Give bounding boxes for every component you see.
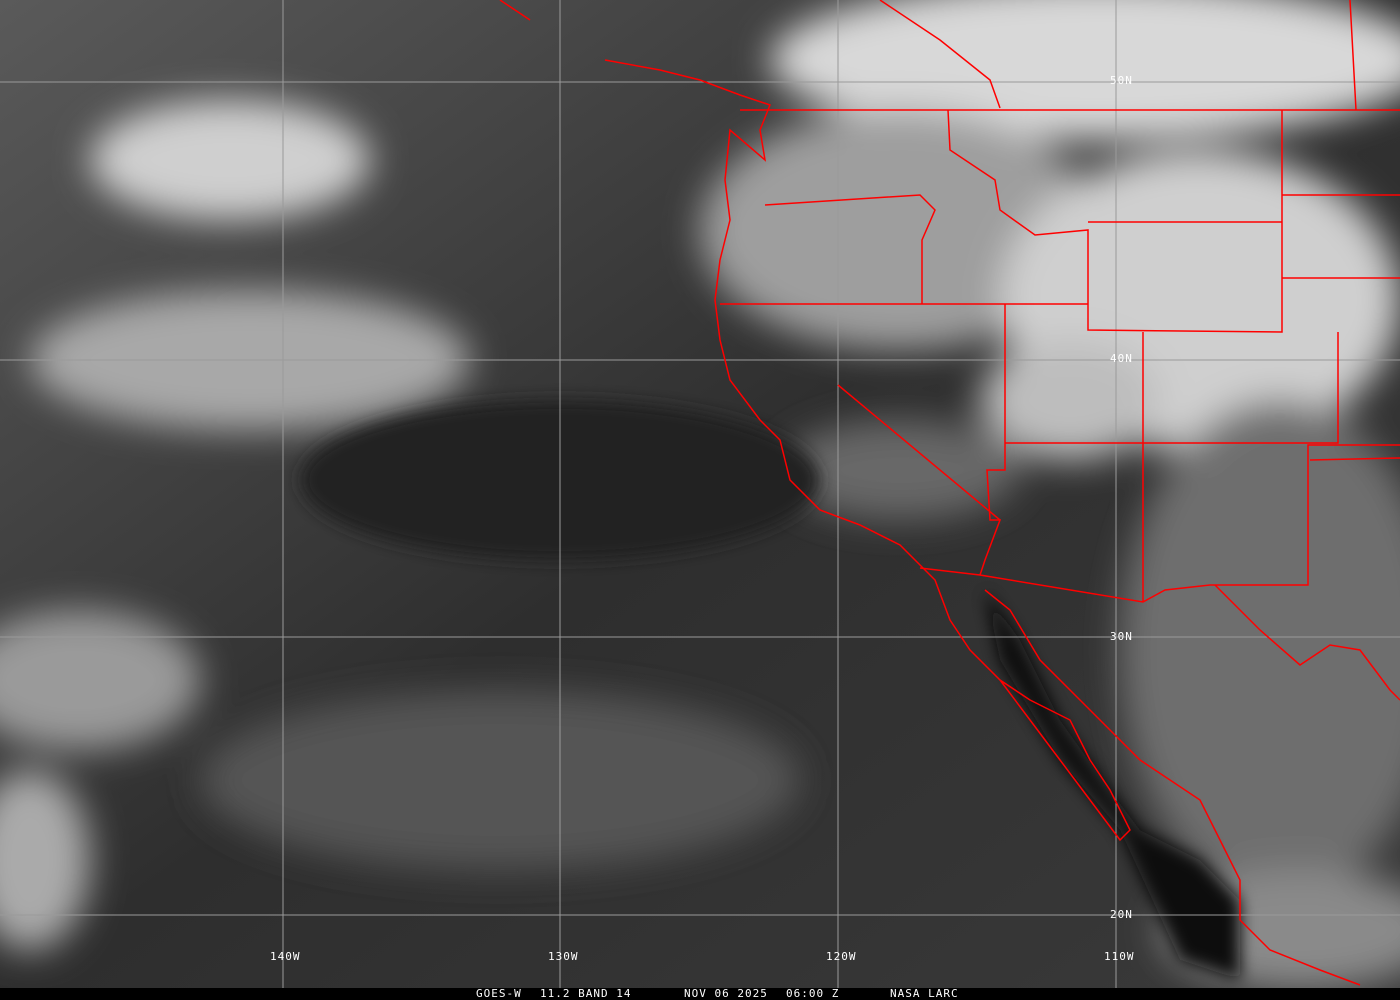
time-label: 06:00 Z (786, 987, 840, 1000)
coastline (499, 0, 1131, 842)
bc-border (879, 0, 1357, 111)
state-lines (720, 109, 1400, 603)
lat-label-50n: 50N (1110, 74, 1133, 87)
lon-label-130w: 130W (548, 950, 579, 963)
lon-label-120w: 120W (826, 950, 857, 963)
mexico-gulf-coast (1214, 584, 1400, 701)
date-label: NOV 06 2025 (684, 987, 768, 1000)
mainland-mexico-coast (984, 589, 1361, 986)
lon-label-110w: 110W (1104, 950, 1135, 963)
satellite-name: GOES-W (476, 987, 522, 1000)
lat-label-30n: 30N (1110, 630, 1133, 643)
lat-label-20n: 20N (1110, 908, 1133, 921)
lon-label-140w: 140W (270, 950, 301, 963)
source-label: NASA LARC (890, 987, 959, 1000)
band-label: 11.2 BAND 14 (540, 987, 632, 1000)
caption-bar: GOES-W 11.2 BAND 14 NOV 06 2025 06:00 Z … (0, 988, 1400, 1000)
lat-label-40n: 40N (1110, 352, 1133, 365)
political-boundaries (499, 0, 1400, 986)
